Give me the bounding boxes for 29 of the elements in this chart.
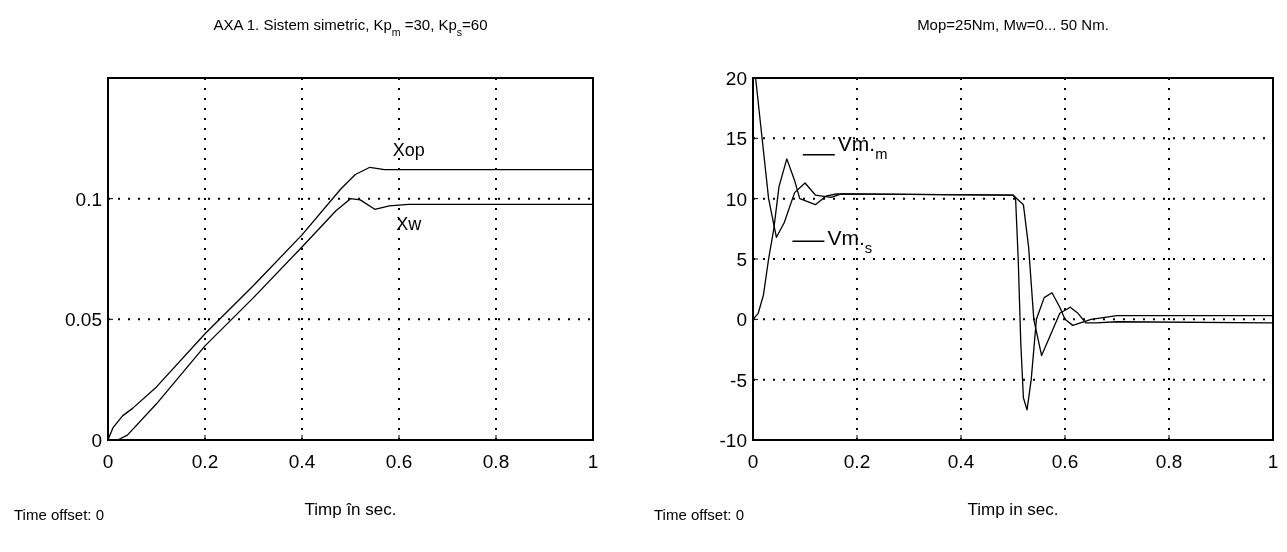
- chart-title: AXA 1. Sistem simetric, Kp$_{m}$ =30, Kp$_{s}$=60: [213, 16, 488, 38]
- x-tick-label: 1: [587, 451, 599, 472]
- legend-label: Vm.$_{m}$: [837, 131, 888, 162]
- text: Time offset: 0: [14, 506, 105, 523]
- x-tick-label: 0.4: [947, 451, 975, 472]
- x-axis-title: Timp în sec.: [304, 500, 397, 519]
- y-tick-label: 20: [725, 68, 747, 89]
- y-tick-label: 0.05: [65, 309, 102, 331]
- legend-label: Vm.$_{s}$: [827, 226, 873, 257]
- x-tick-label: 0.2: [191, 451, 219, 472]
- x-tick-label: 1: [1267, 451, 1279, 472]
- y-tick-label: 0.1: [75, 188, 102, 210]
- x-tick-label: 0.8: [1155, 451, 1183, 472]
- x-axis-title: Timp in sec.: [967, 500, 1059, 519]
- y-tick-label: 10: [725, 188, 747, 210]
- y-tick-label: 5: [736, 249, 747, 270]
- chart-title: Mop=25Nm, Mw=0... 50 Nm.: [917, 16, 1109, 33]
- x-tick-label: 0.2: [843, 451, 871, 472]
- x-tick-label: 0.6: [385, 451, 413, 472]
- y-tick-label: 0: [91, 430, 102, 451]
- y-tick-label: -5: [730, 369, 747, 391]
- x-tick-label: 0.4: [288, 451, 316, 472]
- y-tick-label: 15: [725, 128, 747, 150]
- series-label: Xop: [392, 139, 425, 160]
- text: Time offset: 0: [654, 506, 745, 523]
- y-tick-label: 0: [736, 309, 747, 331]
- y-tick-label: -10: [719, 430, 747, 451]
- x-tick-label: 0.8: [482, 451, 510, 472]
- x-tick-label: 0.6: [1051, 451, 1079, 472]
